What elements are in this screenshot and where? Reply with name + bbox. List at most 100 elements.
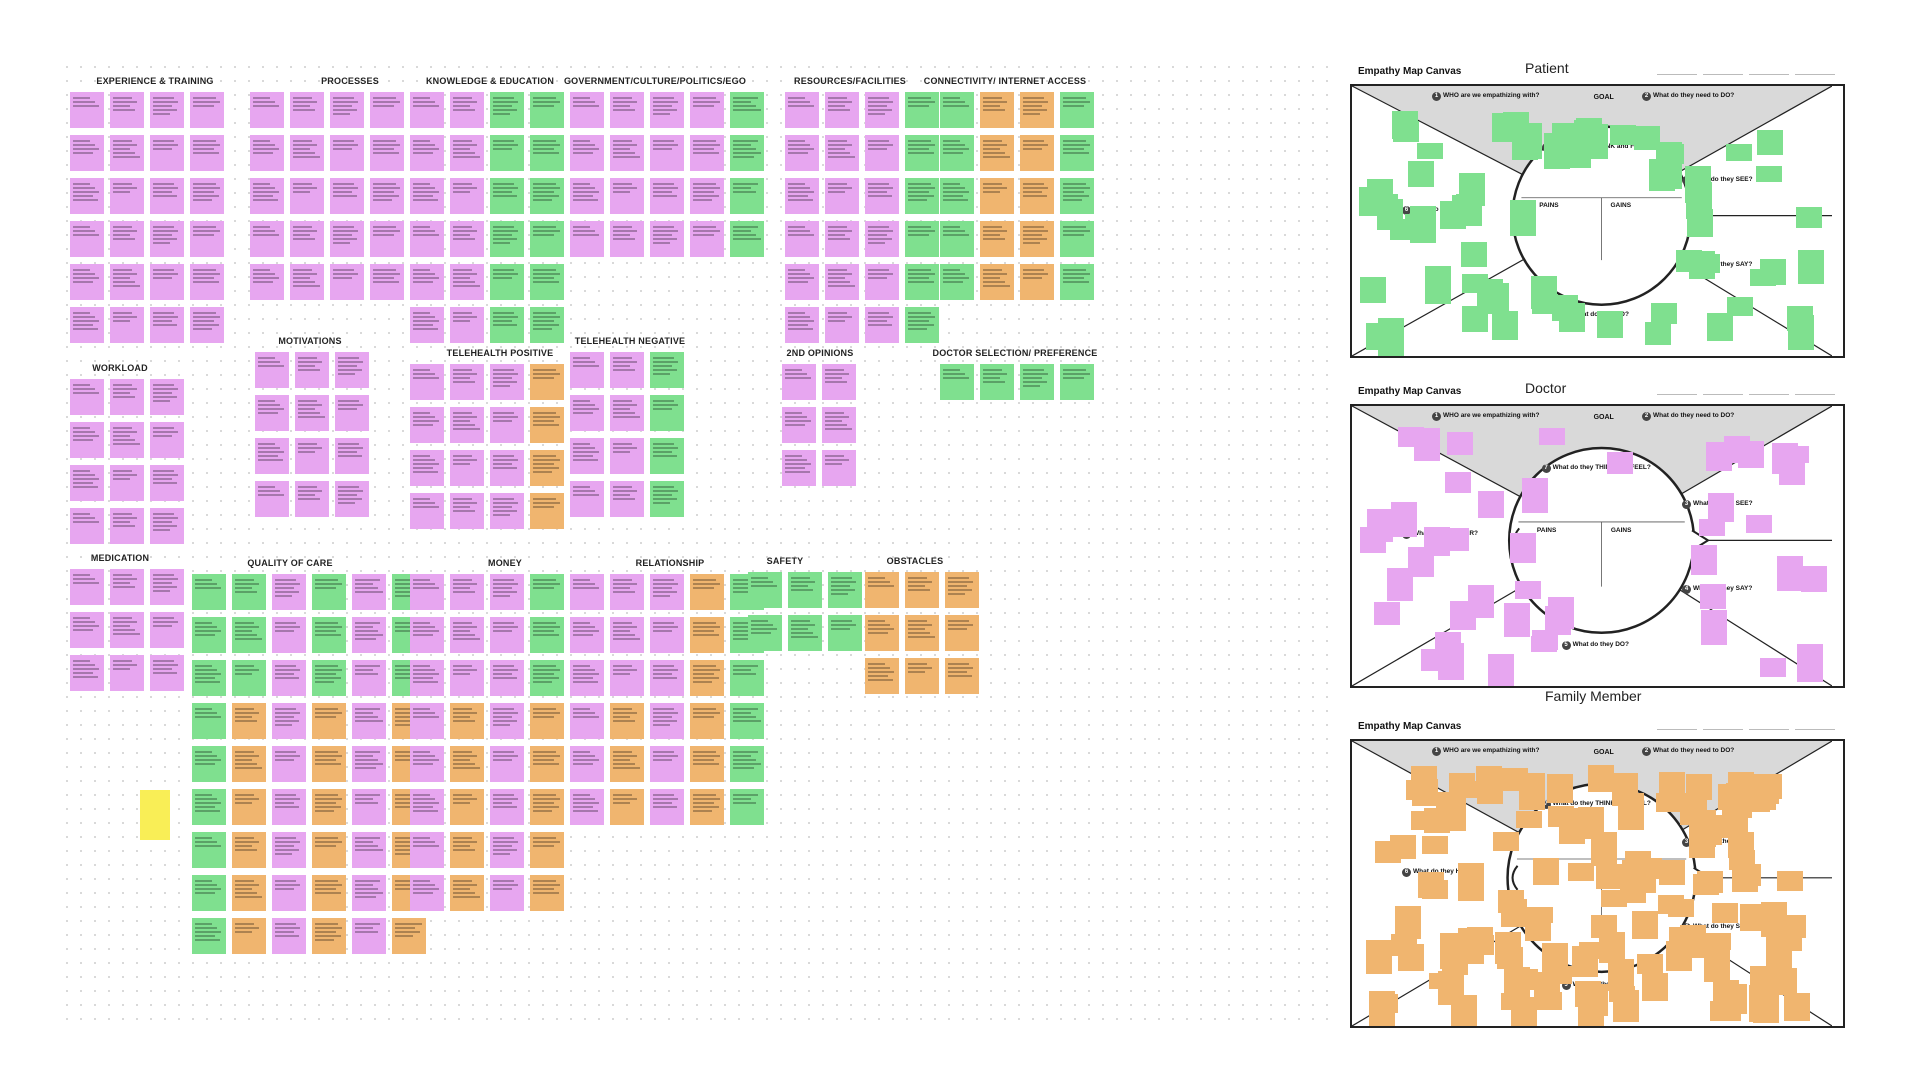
sticky-note[interactable] [730, 789, 764, 825]
sticky-note[interactable] [490, 832, 524, 868]
map-sticky-note[interactable] [1618, 793, 1645, 830]
sticky-note[interactable] [490, 264, 524, 300]
sticky-note[interactable] [905, 92, 939, 128]
sticky-note[interactable] [330, 221, 364, 257]
map-sticky-note[interactable] [1457, 927, 1484, 965]
map-sticky-note[interactable] [1631, 911, 1658, 940]
map-sticky-note[interactable] [1468, 585, 1495, 619]
sticky-note[interactable] [450, 364, 484, 400]
sticky-note[interactable] [272, 789, 306, 825]
sticky-note[interactable] [450, 617, 484, 653]
sticky-note[interactable] [490, 364, 524, 400]
map-sticky-note[interactable] [1493, 831, 1519, 852]
map-sticky-note[interactable] [1700, 584, 1727, 610]
sticky-note[interactable] [150, 422, 184, 458]
sticky-note[interactable] [530, 92, 564, 128]
sticky-note[interactable] [570, 221, 604, 257]
map-sticky-note[interactable] [1436, 792, 1463, 816]
sticky-note[interactable] [232, 617, 266, 653]
map-sticky-note[interactable] [1392, 121, 1419, 142]
sticky-note[interactable] [1060, 135, 1094, 171]
sticky-note[interactable] [232, 875, 266, 911]
sticky-note[interactable] [410, 789, 444, 825]
map-sticky-note[interactable] [1359, 276, 1386, 303]
map-sticky-note[interactable] [1607, 452, 1634, 474]
sticky-note[interactable] [70, 264, 104, 300]
sticky-note[interactable] [650, 746, 684, 782]
sticky-note[interactable] [370, 221, 404, 257]
sticky-note[interactable] [785, 178, 819, 214]
sticky-note[interactable] [192, 832, 226, 868]
sticky-note[interactable] [352, 746, 386, 782]
sticky-note[interactable] [650, 135, 684, 171]
sticky-note[interactable] [250, 178, 284, 214]
sticky-note[interactable] [905, 615, 939, 651]
sticky-note[interactable] [352, 574, 386, 610]
map-sticky-note[interactable] [1587, 764, 1614, 792]
sticky-note[interactable] [250, 135, 284, 171]
sticky-note[interactable] [410, 364, 444, 400]
sticky-note[interactable] [530, 407, 564, 443]
sticky-note[interactable] [192, 574, 226, 610]
sticky-note[interactable] [788, 572, 822, 608]
sticky-note[interactable] [490, 178, 524, 214]
sticky-note[interactable] [570, 438, 604, 474]
sticky-note[interactable] [650, 789, 684, 825]
sticky-note[interactable] [782, 364, 816, 400]
sticky-note[interactable] [730, 703, 764, 739]
map-sticky-note[interactable] [1713, 814, 1740, 836]
sticky-note[interactable] [650, 617, 684, 653]
map-sticky-note[interactable] [1365, 322, 1392, 351]
map-sticky-note[interactable] [1783, 993, 1810, 1021]
sticky-note[interactable] [865, 264, 899, 300]
map-sticky-note[interactable] [1548, 597, 1575, 629]
sticky-note[interactable] [690, 135, 724, 171]
sticky-note[interactable] [610, 395, 644, 431]
map-sticky-note[interactable] [1476, 279, 1503, 315]
sticky-note[interactable] [370, 178, 404, 214]
sticky-note[interactable] [650, 481, 684, 517]
sticky-note[interactable] [690, 574, 724, 610]
sticky-note[interactable] [312, 617, 346, 653]
sticky-note[interactable] [825, 92, 859, 128]
sticky-note[interactable] [70, 612, 104, 648]
sticky-note[interactable] [250, 221, 284, 257]
sticky-note[interactable] [905, 135, 939, 171]
sticky-note[interactable] [785, 221, 819, 257]
map-sticky-note[interactable] [1708, 493, 1735, 523]
sticky-note[interactable] [825, 307, 859, 343]
map-sticky-note[interactable] [1595, 864, 1622, 889]
map-sticky-note[interactable] [1797, 254, 1824, 275]
map-sticky-note[interactable] [1726, 296, 1753, 316]
sticky-note[interactable] [450, 574, 484, 610]
sticky-note[interactable] [190, 178, 224, 214]
sticky-note[interactable] [530, 493, 564, 529]
sticky-note[interactable] [410, 135, 444, 171]
sticky-note[interactable] [730, 135, 764, 171]
map-sticky-note[interactable] [1701, 610, 1728, 646]
sticky-note[interactable] [690, 178, 724, 214]
sticky-note[interactable] [865, 658, 899, 694]
sticky-note[interactable] [530, 875, 564, 911]
sticky-note[interactable] [370, 264, 404, 300]
map-sticky-note[interactable] [1748, 985, 1775, 1022]
sticky-note[interactable] [610, 352, 644, 388]
sticky-note[interactable] [272, 703, 306, 739]
map-sticky-note[interactable] [1693, 873, 1720, 896]
sticky-note[interactable] [570, 481, 604, 517]
sticky-note[interactable] [450, 264, 484, 300]
map-sticky-note[interactable] [1445, 472, 1472, 493]
sticky-note[interactable] [190, 221, 224, 257]
sticky-note[interactable] [255, 395, 289, 431]
sticky-note[interactable] [255, 438, 289, 474]
sticky-note[interactable] [110, 655, 144, 691]
sticky-note[interactable] [150, 92, 184, 128]
sticky-note[interactable] [150, 612, 184, 648]
map-sticky-note[interactable] [1437, 642, 1464, 681]
map-sticky-note[interactable] [1417, 871, 1444, 899]
sticky-note[interactable] [610, 221, 644, 257]
sticky-note[interactable] [370, 135, 404, 171]
sticky-note[interactable] [232, 918, 266, 954]
map-sticky-note[interactable] [1753, 784, 1780, 804]
sticky-note[interactable] [410, 178, 444, 214]
